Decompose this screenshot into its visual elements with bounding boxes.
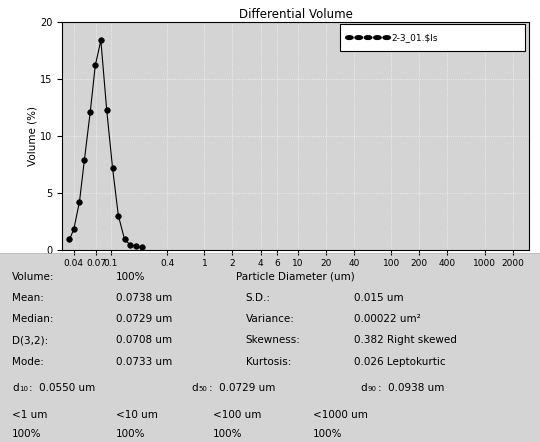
Text: D(3,2):: D(3,2): — [12, 335, 48, 346]
Text: d: d — [192, 383, 198, 393]
Text: Kurtosis:: Kurtosis: — [246, 357, 291, 367]
Text: S.D.:: S.D.: — [246, 293, 271, 303]
Text: Variance:: Variance: — [246, 314, 295, 324]
Text: <1 um: <1 um — [12, 410, 48, 420]
Text: Mean:: Mean: — [12, 293, 44, 303]
Text: 100%: 100% — [116, 429, 146, 439]
Text: d: d — [361, 383, 367, 393]
Text: 0.015 um: 0.015 um — [354, 293, 403, 303]
Text: 100%: 100% — [116, 272, 146, 282]
Text: 10: 10 — [19, 386, 28, 392]
Text: Volume:: Volume: — [12, 272, 55, 282]
Bar — [340, 24, 524, 50]
Text: 0.026 Leptokurtic: 0.026 Leptokurtic — [354, 357, 445, 367]
Text: :  0.0729 um: : 0.0729 um — [209, 383, 275, 393]
Circle shape — [346, 36, 353, 39]
Text: 2-3_01.$ls: 2-3_01.$ls — [392, 33, 438, 42]
Text: 0.0708 um: 0.0708 um — [116, 335, 172, 346]
Circle shape — [364, 36, 372, 39]
Text: 100%: 100% — [313, 429, 343, 439]
Text: :  0.0938 um: : 0.0938 um — [378, 383, 444, 393]
Text: <10 um: <10 um — [116, 410, 158, 420]
Text: <100 um: <100 um — [213, 410, 262, 420]
Text: :  0.0550 um: : 0.0550 um — [29, 383, 96, 393]
Text: 90: 90 — [368, 386, 377, 392]
Circle shape — [374, 36, 381, 39]
Circle shape — [383, 36, 390, 39]
Text: 0.382 Right skewed: 0.382 Right skewed — [354, 335, 457, 346]
Text: 0.0733 um: 0.0733 um — [116, 357, 172, 367]
Title: Differential Volume: Differential Volume — [239, 8, 353, 21]
Y-axis label: Volume (%): Volume (%) — [27, 106, 37, 166]
Text: d: d — [12, 383, 18, 393]
Text: Skewness:: Skewness: — [246, 335, 301, 346]
Text: 0.00022 um²: 0.00022 um² — [354, 314, 421, 324]
Text: Median:: Median: — [12, 314, 53, 324]
Circle shape — [355, 36, 362, 39]
X-axis label: Particle Diameter (um): Particle Diameter (um) — [237, 271, 355, 281]
Text: 100%: 100% — [12, 429, 42, 439]
Text: 50: 50 — [199, 386, 207, 392]
Text: 100%: 100% — [213, 429, 243, 439]
Text: 0.0729 um: 0.0729 um — [116, 314, 172, 324]
Text: 0.0738 um: 0.0738 um — [116, 293, 172, 303]
Text: Mode:: Mode: — [12, 357, 44, 367]
Text: <1000 um: <1000 um — [313, 410, 368, 420]
